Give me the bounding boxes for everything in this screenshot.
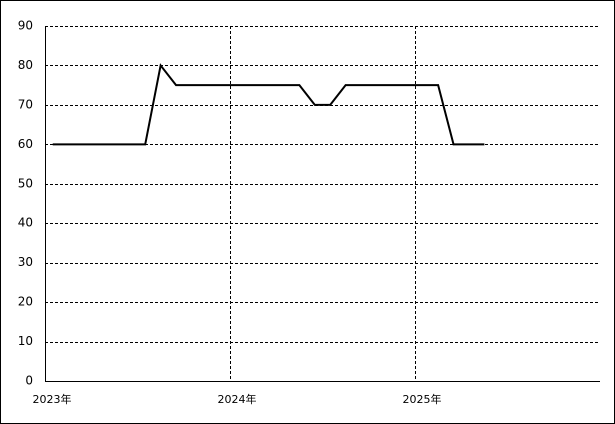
y-tick-label: 30: [18, 255, 33, 269]
y-tick-label: 0: [25, 374, 33, 388]
x-tick-label: 2024年: [218, 392, 257, 406]
x-tick-label: 2025年: [403, 392, 442, 406]
x-tick-label: 2023年: [33, 392, 72, 406]
y-tick-label: 10: [18, 334, 33, 348]
data-line: [52, 63, 485, 146]
y-tick-label: 50: [18, 176, 33, 190]
y-tick-label: 40: [18, 216, 33, 230]
y-tick-label: 60: [18, 137, 33, 151]
y-tick-label: 80: [18, 58, 33, 72]
y-tick-label: 20: [18, 295, 33, 309]
y-tick-label: 70: [18, 97, 33, 111]
y-tick-label: 90: [18, 19, 33, 33]
